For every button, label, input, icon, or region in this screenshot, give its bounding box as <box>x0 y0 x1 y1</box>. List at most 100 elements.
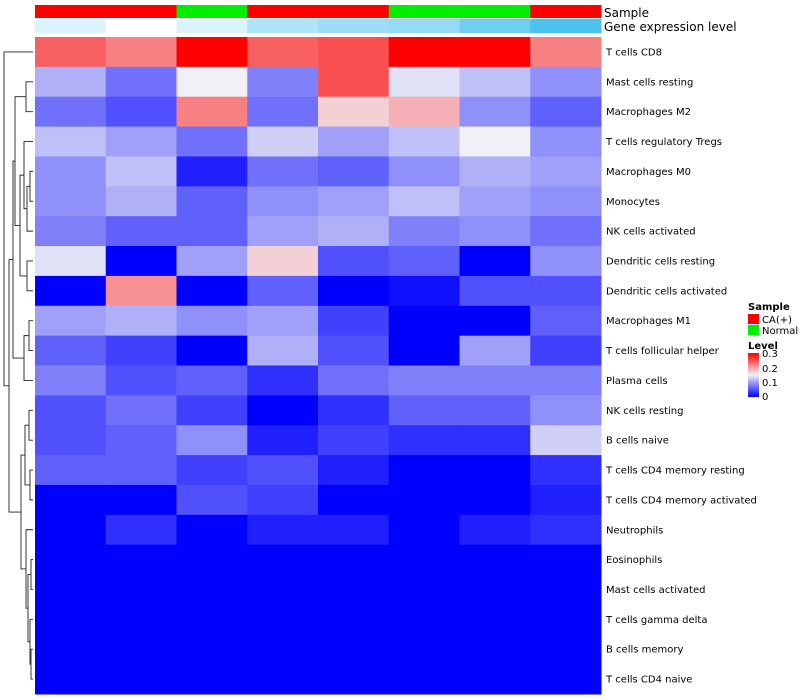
heatmap-cell <box>318 275 390 307</box>
heatmap-cell <box>459 305 531 337</box>
heatmap-cell <box>105 365 177 396</box>
heatmap-cell <box>105 544 177 576</box>
heatmap-cell <box>530 216 602 247</box>
heatmap-cell <box>530 664 602 695</box>
heatmap-cell <box>105 395 177 426</box>
heatmap-cell <box>459 365 531 396</box>
heatmap-cell <box>459 335 531 366</box>
sample-annotation-cell <box>176 5 248 18</box>
dendrogram-branch <box>30 648 33 680</box>
legend-level-tick-3: 0 <box>762 392 768 403</box>
heatmap-cell <box>247 395 319 426</box>
row-labels: T cells CD8 Mast cells resting Macrophages… <box>605 47 757 685</box>
heatmap-cell <box>247 37 319 68</box>
heatmap-cell <box>459 574 531 605</box>
heatmap-cell <box>176 514 248 546</box>
heatmap-cell <box>176 664 248 695</box>
heatmap-cell <box>35 156 107 187</box>
row-label: T cells follicular helper <box>605 346 720 357</box>
row-label: NK cells activated <box>606 227 696 238</box>
heatmap-cell <box>530 126 602 157</box>
heatmap-cell <box>247 425 319 456</box>
heatmap-cell <box>105 216 177 247</box>
row-label: Macrophages M0 <box>606 167 691 178</box>
heatmap-cell <box>318 455 390 486</box>
row-label: T cells CD4 naive <box>605 675 692 686</box>
heatmap-cell <box>388 186 460 217</box>
heatmap-cell <box>388 216 460 247</box>
heatmap-cell <box>35 305 107 337</box>
heatmap-cell <box>388 514 460 546</box>
row-label: T cells CD4 memory activated <box>605 495 757 506</box>
heatmap-cell <box>530 484 602 516</box>
heatmap-cell <box>105 126 177 157</box>
heatmap-cell <box>388 305 460 337</box>
legend-level-tick-1: 0.2 <box>762 364 778 375</box>
heatmap-cell <box>176 305 248 337</box>
heatmap-cell <box>459 275 531 307</box>
heatmap-cell <box>459 395 531 426</box>
row-label: T cells regulatory Tregs <box>605 137 722 148</box>
heatmap-cell <box>105 156 177 187</box>
row-label: T cells CD8 <box>605 47 662 58</box>
heatmap-cell <box>459 216 531 247</box>
heatmap-cell <box>35 574 107 605</box>
heatmap-cell <box>35 335 107 366</box>
dendrogram-branch <box>3 51 33 387</box>
heatmap-cell <box>388 335 460 366</box>
heatmap-cell <box>35 455 107 486</box>
heatmap-cell <box>176 126 248 157</box>
dendrogram-branch <box>25 81 33 113</box>
heatmap-cell <box>176 275 248 307</box>
legend-level-tick-2: 0.1 <box>762 378 778 389</box>
heatmap-cell <box>105 425 177 456</box>
heatmap-cell <box>530 37 602 68</box>
heatmap-cell <box>459 186 531 217</box>
heatmap-cell <box>176 335 248 366</box>
heatmap-cell <box>530 156 602 187</box>
dendrogram-branch <box>28 320 33 352</box>
heatmap-cell <box>105 455 177 486</box>
heatmap-cell <box>176 156 248 187</box>
row-label: Mast cells activated <box>606 585 705 596</box>
heatmap-cell <box>530 455 602 486</box>
heatmap-cell <box>105 604 177 635</box>
heatmap-cell <box>35 484 107 516</box>
heatmap-cell <box>459 544 531 576</box>
heatmap-cell <box>318 664 390 695</box>
heatmap-cell <box>247 96 319 128</box>
heatmap-cell <box>247 455 319 486</box>
heatmap-cell <box>35 216 107 247</box>
dendrogram-branch <box>29 170 33 202</box>
heatmap-cell <box>459 96 531 128</box>
heatmap-cell <box>530 335 602 366</box>
legend-level-colorbar <box>748 353 759 397</box>
heatmap-cell <box>459 455 531 486</box>
heatmap-cell <box>247 664 319 695</box>
heatmap-cell <box>459 634 531 665</box>
heatmap-cell <box>459 246 531 277</box>
heatmap-cell <box>105 37 177 68</box>
heatmap-cell <box>530 514 602 546</box>
row-label: Macrophages M1 <box>606 316 691 327</box>
dendrogram-branch <box>29 469 33 501</box>
row-label: NK cells resting <box>606 406 683 417</box>
heatmap-cell <box>176 365 248 396</box>
heatmap-cell <box>247 365 319 396</box>
expression-annotation-cell <box>459 19 531 33</box>
heatmap-cell <box>247 246 319 277</box>
heatmap-cells <box>35 37 602 695</box>
heatmap-cell <box>530 96 602 128</box>
heatmap-cell <box>176 216 248 247</box>
heatmap-cell <box>318 246 390 277</box>
heatmap-cell <box>176 186 248 217</box>
expression-annotation-cell <box>35 19 107 33</box>
heatmap-cell <box>530 604 602 635</box>
heatmap-cell <box>105 275 177 307</box>
heatmap-cell <box>318 126 390 157</box>
dendrogram-branch <box>29 618 33 665</box>
heatmap-cell <box>35 246 107 277</box>
row-label: Eosinophils <box>606 555 662 566</box>
heatmap-cell <box>318 514 390 546</box>
